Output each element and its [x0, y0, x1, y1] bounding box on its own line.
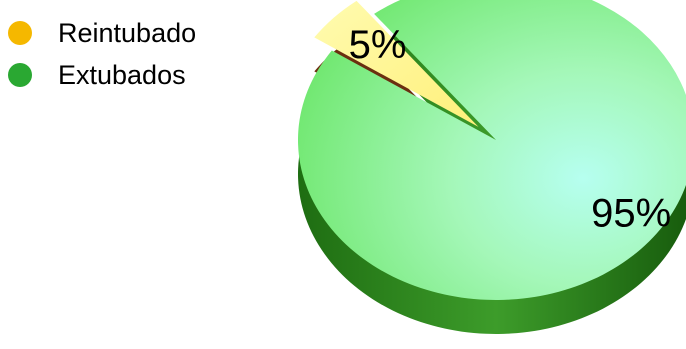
slice-extubados[interactable]	[298, 0, 686, 300]
legend-swatch-extubados	[8, 63, 32, 87]
pie-data-labels: 5% 95%	[349, 23, 672, 236]
legend-item-extubados: Extubados	[8, 54, 196, 96]
legend-label-reintubado: Reintubado	[58, 17, 197, 48]
slice-reintubado[interactable]	[314, 0, 479, 127]
chart-legend: Reintubado Extubados	[8, 12, 196, 96]
legend-label-extubados: Extubados	[58, 59, 186, 90]
pie-slices	[298, 0, 686, 300]
legend-item-reintubado: Reintubado	[8, 12, 196, 54]
legend-swatch-reintubado	[8, 21, 32, 45]
data-label-reintubado: 5%	[349, 23, 407, 67]
data-label-extubados: 95%	[591, 192, 671, 236]
